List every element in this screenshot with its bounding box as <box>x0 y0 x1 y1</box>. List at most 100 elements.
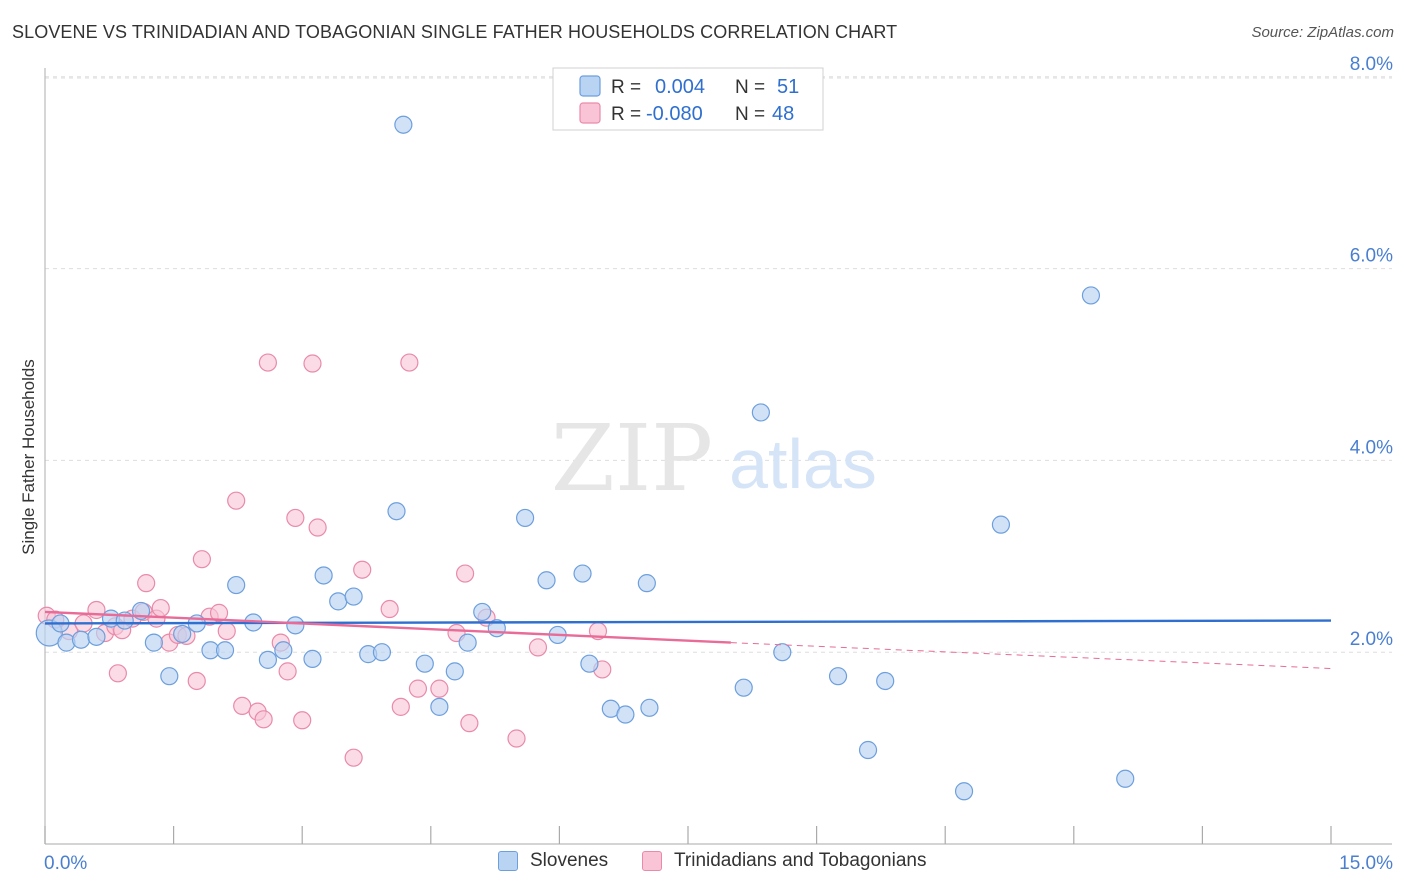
point-slovenes <box>274 641 293 660</box>
point-trinidadians <box>137 574 156 593</box>
point-trinidadians <box>293 711 312 730</box>
legend-r-label-2: R = <box>611 104 641 125</box>
point-trinidadians <box>192 550 211 569</box>
point-slovenes <box>445 662 464 681</box>
point-slovenes <box>258 650 278 669</box>
legend-n-value-1: 51 <box>777 76 799 98</box>
point-trinidadians <box>353 560 372 579</box>
point-trinidadians <box>460 714 479 733</box>
legend-n-value-2: 48 <box>772 103 794 125</box>
point-trinidadians <box>217 621 236 641</box>
point-slovenes <box>616 705 635 724</box>
legend-n-label-2: N = <box>735 104 765 125</box>
point-slovenes <box>751 403 770 422</box>
chart-title: SLOVENE VS TRINIDADIAN AND TOBAGONIAN SI… <box>12 22 898 42</box>
point-slovenes <box>303 649 322 669</box>
point-slovenes <box>87 627 106 646</box>
point-slovenes <box>394 115 413 134</box>
point-slovenes <box>329 592 348 611</box>
axis-labels: 2.0% 4.0% 6.0% 8.0% 0.0% 15.0% <box>44 54 1393 874</box>
point-trinidadians <box>455 564 475 583</box>
legend-swatch-slovenes-bottom <box>498 851 518 871</box>
point-slovenes <box>637 574 656 593</box>
watermark-zip: ZIP <box>551 405 713 512</box>
point-trinidadians <box>151 598 170 618</box>
trend-line-trinidadians-extension <box>730 642 1332 669</box>
point-slovenes <box>430 697 449 716</box>
point-trinidadians <box>391 697 410 716</box>
point-slovenes <box>516 508 535 528</box>
legend-r-value-2: -0.080 <box>646 103 703 125</box>
point-slovenes <box>286 616 305 635</box>
x-tick-label-min: 0.0% <box>44 853 87 874</box>
x-tick-label-max: 15.0% <box>1339 853 1393 874</box>
point-trinidadians <box>303 354 322 373</box>
y-axis-title: Single Father Households <box>19 359 38 555</box>
legend-swatch-trinidadians <box>579 102 601 124</box>
point-slovenes <box>227 575 246 595</box>
point-slovenes <box>573 564 592 583</box>
point-slovenes <box>773 643 792 662</box>
legend-swatch-trinidadians-bottom <box>642 851 662 871</box>
watermark-atlas: atlas <box>729 425 877 503</box>
axes <box>44 68 1392 845</box>
point-slovenes <box>1081 286 1101 305</box>
point-slovenes <box>876 671 895 691</box>
trend-line-trinidadians <box>44 610 731 644</box>
point-trinidadians <box>507 729 526 748</box>
point-trinidadians <box>233 696 252 715</box>
point-slovenes <box>537 571 556 590</box>
source-label: Source: ZipAtlas.com <box>1251 24 1394 41</box>
point-slovenes <box>344 587 363 606</box>
trend-lines <box>44 610 1332 669</box>
point-slovenes <box>173 624 192 644</box>
point-trinidadians <box>286 508 305 528</box>
legend-swatch-slovenes <box>579 75 601 97</box>
point-slovenes <box>954 782 974 801</box>
point-trinidadians <box>400 353 419 372</box>
point-trinidadians <box>344 748 363 767</box>
legend-r-label-1: R = <box>611 77 641 98</box>
point-slovenes <box>372 643 392 662</box>
point-slovenes <box>314 566 333 585</box>
y-tick-label: 8.0% <box>1350 54 1393 75</box>
point-trinidadians <box>380 599 399 619</box>
series-trinidadians-points <box>37 353 612 767</box>
point-slovenes <box>640 698 659 717</box>
point-slovenes <box>991 515 1011 534</box>
watermark: ZIP atlas <box>551 405 877 512</box>
point-slovenes <box>144 633 163 652</box>
point-trinidadians <box>108 664 127 683</box>
trend-line-slovenes <box>44 619 1332 625</box>
point-slovenes <box>387 502 406 521</box>
point-trinidadians <box>187 671 206 691</box>
point-slovenes <box>415 654 434 673</box>
point-slovenes <box>1116 769 1135 788</box>
y-tick-label: 6.0% <box>1350 246 1393 267</box>
correlation-legend: R = 0.004 N = 51 R = -0.080 N = 48 <box>552 67 824 131</box>
point-slovenes <box>828 667 848 686</box>
y-tick-label: 2.0% <box>1350 629 1393 650</box>
legend-label-trinidadians: Trinidadians and Tobagonians <box>674 850 927 871</box>
point-slovenes <box>734 678 753 697</box>
point-slovenes <box>458 633 477 652</box>
point-trinidadians <box>227 491 246 510</box>
point-trinidadians <box>430 679 449 698</box>
grid-lines <box>45 76 1392 653</box>
point-slovenes <box>71 630 91 649</box>
y-tick-label: 4.0% <box>1350 437 1393 458</box>
point-slovenes <box>580 654 599 673</box>
legend-n-label-1: N = <box>735 77 765 98</box>
point-trinidadians <box>308 518 327 537</box>
point-slovenes <box>215 641 235 660</box>
point-trinidadians <box>258 353 278 372</box>
point-slovenes <box>160 667 179 686</box>
legend-item-trinidadians[interactable]: Trinidadians and Tobagonians <box>642 850 926 872</box>
bottom-legend: Slovenes Trinidadians and Tobagonians <box>0 850 1406 880</box>
legend-label-slovenes: Slovenes <box>530 850 609 871</box>
point-trinidadians <box>408 679 428 698</box>
point-trinidadians <box>278 662 297 681</box>
point-slovenes <box>473 602 492 622</box>
legend-item-slovenes[interactable]: Slovenes <box>498 850 608 872</box>
